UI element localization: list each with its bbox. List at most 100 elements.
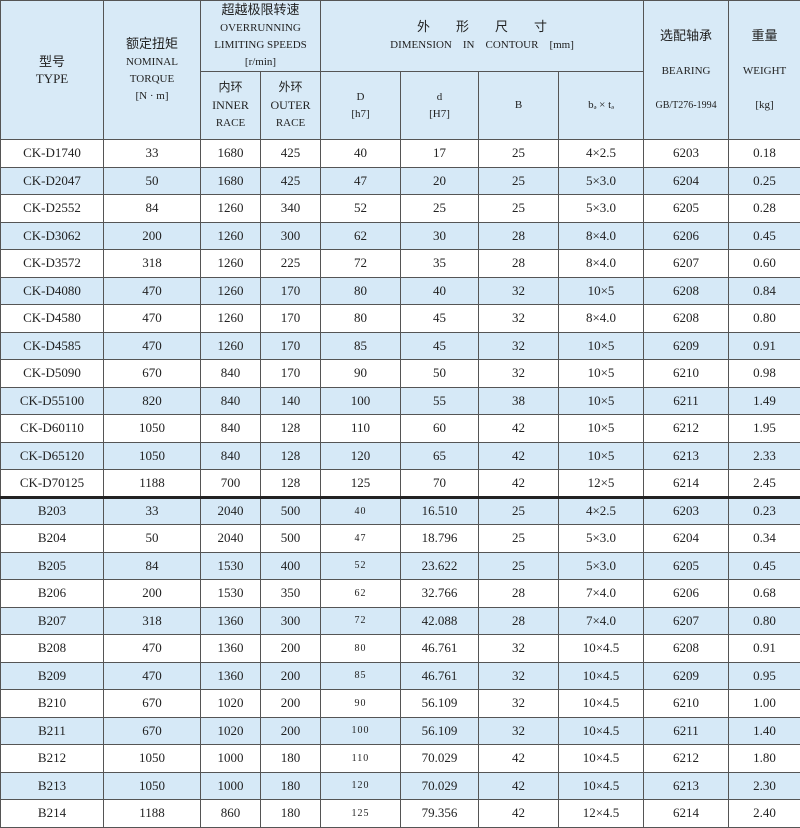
cell-col-3: 225 [261,250,321,278]
cell-col-6: 42 [479,745,559,773]
cell-col-3: 400 [261,552,321,580]
cell-col-6: 32 [479,635,559,663]
cell-col-9: 1.49 [729,387,800,415]
cell-col-0: CK-D60110 [1,415,104,443]
cell-col-1: 200 [104,580,201,608]
cell-col-7: 10×5 [559,442,644,470]
cell-col-9: 0.45 [729,222,800,250]
cell-col-1: 1050 [104,442,201,470]
cell-col-2: 1680 [201,167,261,195]
cell-col-0: CK-D4585 [1,332,104,360]
cell-col-7: 10×4.5 [559,717,644,745]
header-bt: bₔ × tₔ [559,72,644,140]
cell-col-3: 128 [261,470,321,498]
cell-col-4: 80 [321,635,401,663]
cell-col-5: 45 [401,332,479,360]
cell-col-6: 42 [479,442,559,470]
cell-col-6: 32 [479,332,559,360]
cell-col-5: 55 [401,387,479,415]
cell-col-4: 120 [321,772,401,800]
cell-col-6: 32 [479,690,559,718]
cell-col-9: 0.80 [729,607,800,635]
cell-col-0: B212 [1,745,104,773]
cell-col-4: 110 [321,415,401,443]
cell-col-6: 25 [479,195,559,223]
cell-col-4: 80 [321,305,401,333]
cell-col-1: 670 [104,690,201,718]
cell-col-2: 1260 [201,195,261,223]
cell-col-9: 0.28 [729,195,800,223]
cell-col-6: 28 [479,580,559,608]
cell-col-8: 6206 [644,222,729,250]
cell-col-6: 32 [479,305,559,333]
cell-col-2: 1000 [201,745,261,773]
cell-col-4: 40 [321,140,401,168]
cell-col-6: 32 [479,717,559,745]
cell-col-1: 1050 [104,745,201,773]
cell-col-7: 10×5 [559,415,644,443]
cell-col-1: 820 [104,387,201,415]
cell-col-2: 1530 [201,580,261,608]
cell-col-2: 1020 [201,717,261,745]
cell-col-4: 47 [321,167,401,195]
cell-col-1: 670 [104,717,201,745]
cell-col-3: 180 [261,772,321,800]
cell-col-4: 110 [321,745,401,773]
cell-col-8: 6210 [644,360,729,388]
cell-col-8: 6210 [644,690,729,718]
cell-col-3: 200 [261,717,321,745]
cell-col-2: 1360 [201,662,261,690]
cell-col-3: 425 [261,140,321,168]
cell-col-3: 500 [261,497,321,525]
cell-col-1: 1188 [104,470,201,498]
cell-col-8: 6211 [644,717,729,745]
cell-col-8: 6209 [644,332,729,360]
cell-col-2: 840 [201,415,261,443]
cell-col-9: 0.84 [729,277,800,305]
cell-col-0: CK-D65120 [1,442,104,470]
cell-col-3: 140 [261,387,321,415]
cell-col-8: 6208 [644,635,729,663]
cell-col-9: 2.33 [729,442,800,470]
cell-col-4: 72 [321,250,401,278]
cell-col-0: B210 [1,690,104,718]
cell-col-7: 10×4.5 [559,662,644,690]
cell-col-9: 1.80 [729,745,800,773]
cell-col-3: 200 [261,690,321,718]
cell-col-0: CK-D2552 [1,195,104,223]
cell-col-8: 6208 [644,277,729,305]
cell-col-0: B207 [1,607,104,635]
cell-col-8: 6213 [644,442,729,470]
cell-col-2: 700 [201,470,261,498]
cell-col-8: 6206 [644,580,729,608]
cell-col-9: 0.95 [729,662,800,690]
cell-col-0: B208 [1,635,104,663]
cell-col-5: 56.109 [401,690,479,718]
cell-col-1: 470 [104,662,201,690]
cell-col-7: 5×3.0 [559,525,644,553]
cell-col-3: 200 [261,635,321,663]
cell-col-5: 70.029 [401,772,479,800]
cell-col-2: 1000 [201,772,261,800]
cell-col-8: 6204 [644,525,729,553]
cell-col-9: 0.80 [729,305,800,333]
cell-col-6: 25 [479,497,559,525]
